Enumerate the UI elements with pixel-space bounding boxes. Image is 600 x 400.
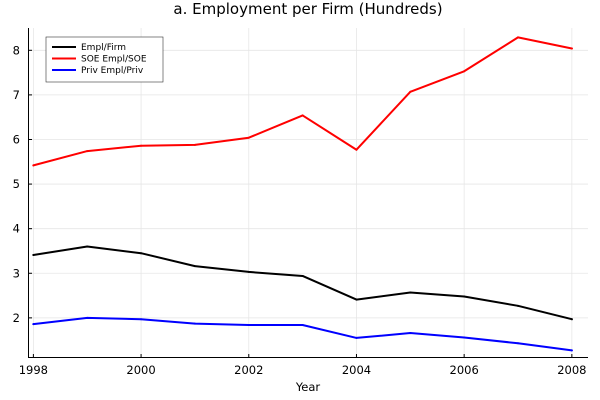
data-point xyxy=(570,318,573,321)
data-point xyxy=(355,336,358,339)
y-ticks: 2 3 4 5 6 7 8 xyxy=(13,43,32,325)
data-point xyxy=(193,265,196,268)
data-point xyxy=(247,136,250,139)
data-point xyxy=(570,349,573,352)
data-point xyxy=(409,291,412,294)
legend-label: Priv Empl/Priv xyxy=(81,66,144,76)
data-point xyxy=(355,148,358,151)
data-point xyxy=(463,336,466,339)
data-point xyxy=(355,298,358,301)
data-point xyxy=(32,323,35,326)
grid xyxy=(28,28,588,358)
data-point xyxy=(86,150,89,153)
data-point xyxy=(193,143,196,146)
x-tick-label: 2000 xyxy=(126,363,155,377)
series-layer xyxy=(32,36,573,352)
data-point xyxy=(517,304,519,307)
data-point xyxy=(517,342,519,345)
x-tick-label: 2002 xyxy=(234,363,263,377)
data-point xyxy=(463,295,466,298)
data-point xyxy=(570,47,573,50)
x-tick-label: 2004 xyxy=(342,363,371,377)
series-line-0 xyxy=(32,245,573,321)
data-point xyxy=(409,332,412,335)
data-point xyxy=(86,245,89,248)
legend-label: Empl/Firm xyxy=(81,43,126,53)
data-point xyxy=(463,70,466,73)
data-point xyxy=(140,318,143,321)
legend-label: SOE Empl/SOE xyxy=(81,55,147,65)
x-ticks: 1998 2000 2002 2004 2006 2008 xyxy=(19,354,586,377)
data-point xyxy=(193,322,196,325)
y-tick-label: 6 xyxy=(13,132,20,146)
series-line-2 xyxy=(32,316,573,352)
x-tick-label: 1998 xyxy=(19,363,48,377)
data-point xyxy=(32,164,35,167)
y-tick-label: 7 xyxy=(13,88,20,102)
y-tick-label: 2 xyxy=(13,311,20,325)
data-point xyxy=(247,324,250,326)
y-tick-label: 5 xyxy=(13,177,20,191)
chart-title: a. Employment per Firm (Hundreds) xyxy=(173,0,442,18)
data-point xyxy=(86,316,89,319)
x-tick-label: 2008 xyxy=(557,363,586,377)
data-point xyxy=(140,144,143,147)
x-tick-label: 2006 xyxy=(450,363,479,377)
y-tick-label: 3 xyxy=(13,266,20,280)
data-point xyxy=(32,253,35,256)
data-point xyxy=(517,36,519,39)
y-tick-label: 8 xyxy=(13,43,20,57)
y-tick-label: 4 xyxy=(13,222,20,236)
data-point xyxy=(301,274,304,277)
x-axis-label: Year xyxy=(295,380,321,394)
data-point xyxy=(140,252,143,255)
data-point xyxy=(247,270,250,273)
data-point xyxy=(301,114,304,117)
data-point xyxy=(409,90,412,93)
data-point xyxy=(301,324,304,326)
